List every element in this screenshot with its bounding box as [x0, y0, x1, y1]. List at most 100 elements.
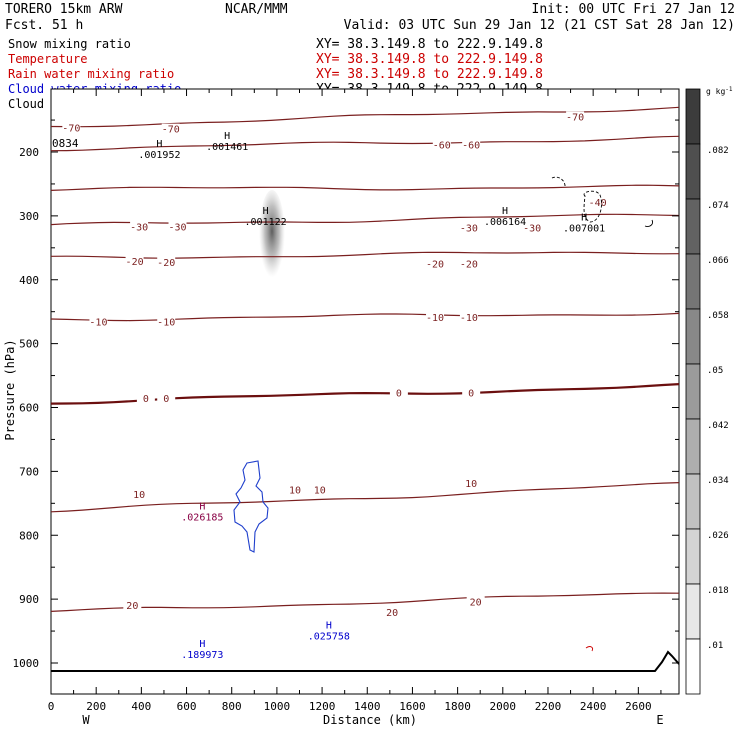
- maximum-marker: H: [581, 212, 587, 223]
- contour-label: 10: [314, 486, 326, 497]
- ice-contour: [583, 190, 602, 223]
- colorbar-segment: [685, 253, 701, 310]
- terrain-line: [51, 650, 679, 672]
- colorbar-tick-label: .066: [707, 256, 729, 266]
- contour-label: -20: [126, 257, 144, 268]
- contour-label: -20: [460, 259, 478, 270]
- model-title: TORERO 15km ARW: [5, 2, 123, 17]
- contour-label-bg: [389, 387, 408, 398]
- contour-label: -10: [460, 313, 478, 324]
- organization: NCAR/MMM: [225, 2, 288, 17]
- legend-xy: XY= 38.3.149.8 to 222.9.149.8: [316, 52, 543, 67]
- rain-contour: [585, 646, 593, 652]
- contour-label: -20: [426, 259, 444, 270]
- x-tick-label: 1200: [309, 700, 336, 713]
- temperature-contour: [51, 482, 679, 513]
- west-label: W: [82, 713, 90, 727]
- contour-label-bg: [462, 478, 481, 489]
- temperature-contours: -70 -70 -70 -60 -60 -40 -30 -30 -30 -30 -20 -20 -20 -…: [51, 106, 679, 619]
- colorbar-segment: [685, 418, 701, 475]
- x-tick-label: 2600: [625, 700, 652, 713]
- legend-xy: XY= 38.3.149.8 to 222.9.149.8: [316, 67, 543, 82]
- colorbar-tick-label: .082: [707, 146, 729, 156]
- maximum-marker: H: [199, 502, 205, 513]
- y-tick-label: 1000: [13, 657, 40, 670]
- contour-label-bg: [89, 316, 108, 327]
- x-tick-label: 400: [131, 700, 151, 713]
- x-tick-label: 1400: [354, 700, 381, 713]
- contour-label-bg: [383, 607, 402, 618]
- contour-label-bg: [426, 312, 445, 323]
- contour-label: 20: [470, 597, 482, 608]
- legend-entry: Rain water mixing ratio: [8, 67, 174, 81]
- contour-label-bg: [157, 257, 176, 268]
- init-time: Init: 00 UTC Fri 27 Jan 12: [532, 2, 736, 17]
- contour-label-bg: [459, 258, 478, 269]
- colorbar-unit: g kg-1: [706, 86, 733, 96]
- contour-label-bg: [168, 221, 187, 232]
- contour-label: -60: [462, 141, 480, 152]
- y-tick-label: 300: [19, 210, 39, 223]
- contour-label: -20: [157, 258, 175, 269]
- contour-label: -30: [460, 224, 478, 235]
- colorbar-tick-label: .042: [707, 421, 729, 431]
- contour-label-bg: [136, 393, 155, 404]
- contour-label-bg: [125, 255, 144, 266]
- colorbar-tick-label: .018: [707, 586, 729, 596]
- contour-label: -70: [162, 125, 180, 136]
- y-tick-label: 200: [19, 146, 39, 159]
- contour-label: -10: [89, 318, 107, 329]
- colorbar-segment: [685, 88, 701, 145]
- contour-label-bg: [130, 221, 149, 232]
- maximum-value: .001952: [138, 150, 180, 161]
- contour-label: 10: [465, 479, 477, 490]
- contour-label: -30: [523, 224, 541, 235]
- maximum-value: .189973: [181, 650, 223, 661]
- colorbar-tick-label: .034: [707, 476, 729, 486]
- contour-label-bg: [123, 600, 142, 611]
- legend-entry: Snow mixing ratio: [8, 37, 131, 51]
- maximum-value: .026185: [181, 513, 223, 524]
- x-tick-label: 800: [222, 700, 242, 713]
- colorbar-segment: [685, 363, 701, 420]
- x-axis: 0 200 400 600 800 1000 1200 1400 1600 1800 2000 220…: [48, 89, 662, 713]
- temperature-contour: [51, 135, 679, 152]
- y-tick-label: 900: [19, 593, 39, 606]
- colorbar-tick-label: .05: [707, 366, 723, 376]
- contour-label-bg: [285, 484, 304, 495]
- temperature-contour: [51, 251, 679, 259]
- x-tick-label: 1000: [264, 700, 291, 713]
- maximum-marker: H: [326, 621, 332, 632]
- contour-label: -60: [433, 141, 451, 152]
- temperature-contour: [51, 592, 679, 612]
- contour-label-bg: [462, 139, 481, 150]
- maximum-value: .001461: [206, 142, 248, 153]
- x-axis-label: Distance (km): [323, 713, 417, 727]
- contour-label-bg: [588, 197, 607, 208]
- contour-label-bg: [459, 312, 478, 323]
- colorbar-segment: [685, 308, 701, 365]
- legend-xy: XY= 38.3.149.8 to 222.9.149.8: [316, 37, 543, 52]
- maximum-value: .025758: [308, 632, 350, 643]
- x-tick-label: 2000: [490, 700, 517, 713]
- temperature-contour: [51, 312, 679, 322]
- valid-time: Valid: 03 UTC Sun 29 Jan 12 (21 CST Sat …: [344, 18, 735, 33]
- y-axis-label: Pressure (hPa): [3, 339, 17, 440]
- contour-label-bg: [130, 489, 149, 500]
- contour-label: 0: [396, 388, 402, 399]
- contour-label-bg: [459, 222, 478, 233]
- x-tick-label: 600: [177, 700, 197, 713]
- contour-label: -40: [589, 198, 607, 209]
- colorbar-tick-label: .01: [707, 641, 723, 651]
- contour-label-bg: [62, 122, 81, 133]
- maximum-marker: H: [156, 139, 162, 150]
- colorbar-segment: [685, 528, 701, 585]
- snow-shading: [259, 190, 285, 282]
- temperature-contour: [51, 213, 679, 226]
- contour-label: 10: [133, 490, 145, 501]
- y-tick-label: 500: [19, 338, 39, 351]
- maximum-marker: H: [263, 206, 269, 217]
